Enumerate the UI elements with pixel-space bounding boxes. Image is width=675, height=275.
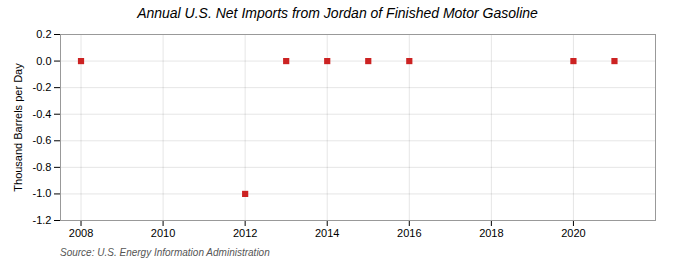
html-text:Annual U.S. Net Imports from J: Annual U.S. Net Imports from Jordan of F… (137, 5, 538, 21)
svg-text:2020: 2020 (561, 227, 585, 239)
html-text:Source: U.S. Energy Informatio: Source: U.S. Energy Information Administ… (60, 247, 270, 258)
svg-text:-0.6: -0.6 (33, 134, 52, 146)
svg-text:Thousand Barrels per Day: Thousand Barrels per Day (12, 63, 24, 192)
svg-text:-1.2: -1.2 (33, 214, 52, 226)
svg-text:2010: 2010 (151, 227, 175, 239)
svg-text:2012: 2012 (233, 227, 257, 239)
svg-text:2018: 2018 (479, 227, 503, 239)
svg-text:0.0: 0.0 (36, 55, 51, 67)
svg-text:-0.8: -0.8 (33, 161, 52, 173)
svg-text:0.2: 0.2 (36, 28, 51, 40)
svg-text:2008: 2008 (69, 227, 93, 239)
svg-text:-0.4: -0.4 (33, 108, 52, 120)
svg-text:2016: 2016 (397, 227, 421, 239)
svg-text:-0.2: -0.2 (33, 81, 52, 93)
svg-text:-1.0: -1.0 (33, 187, 52, 199)
svg-text:2014: 2014 (315, 227, 339, 239)
